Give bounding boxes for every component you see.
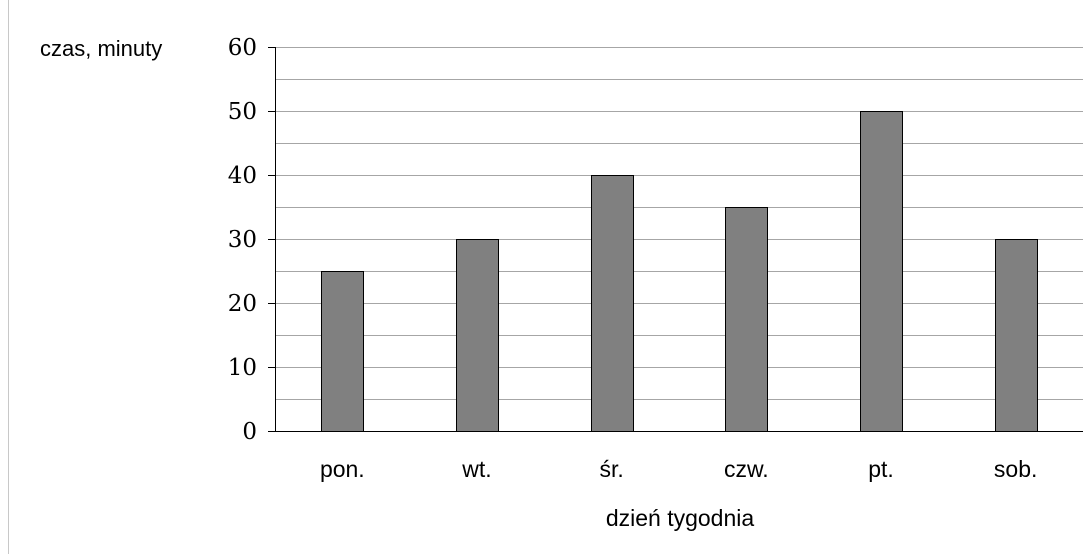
bar-5 xyxy=(860,111,903,432)
y-tick-label: 20 xyxy=(228,291,257,317)
y-tick-label: 30 xyxy=(228,227,257,253)
x-axis-label: dzień tygodnia xyxy=(606,505,755,531)
y-tick-label: 10 xyxy=(228,355,257,381)
x-tick-label: wt. xyxy=(461,456,491,482)
x-tick-label: śr. xyxy=(600,456,624,482)
bar-3 xyxy=(591,175,634,432)
x-tick-label: czw. xyxy=(724,456,769,482)
bar-4 xyxy=(725,207,768,432)
page-border xyxy=(8,0,9,554)
axes xyxy=(268,47,1083,432)
bar-1 xyxy=(321,271,364,432)
x-tick-label: sob. xyxy=(994,456,1037,482)
y-axis-label: czas, minuty xyxy=(40,36,162,61)
y-tick-label: 60 xyxy=(228,35,257,61)
y-tick-label: 0 xyxy=(242,419,257,445)
bar-6 xyxy=(995,239,1038,432)
x-tick-label: pon. xyxy=(320,456,365,482)
x-tick-label: pt. xyxy=(868,456,894,482)
bar-2 xyxy=(456,239,499,432)
x-tick-labels: pon. wt. śr. czw. pt. sob. xyxy=(320,456,1037,482)
y-tick-label: 40 xyxy=(228,163,257,189)
bars xyxy=(321,111,1038,432)
y-tick-label: 50 xyxy=(228,99,257,125)
grid-lines xyxy=(275,47,1083,400)
y-tick-labels: 0 10 20 30 40 50 60 xyxy=(228,35,257,445)
